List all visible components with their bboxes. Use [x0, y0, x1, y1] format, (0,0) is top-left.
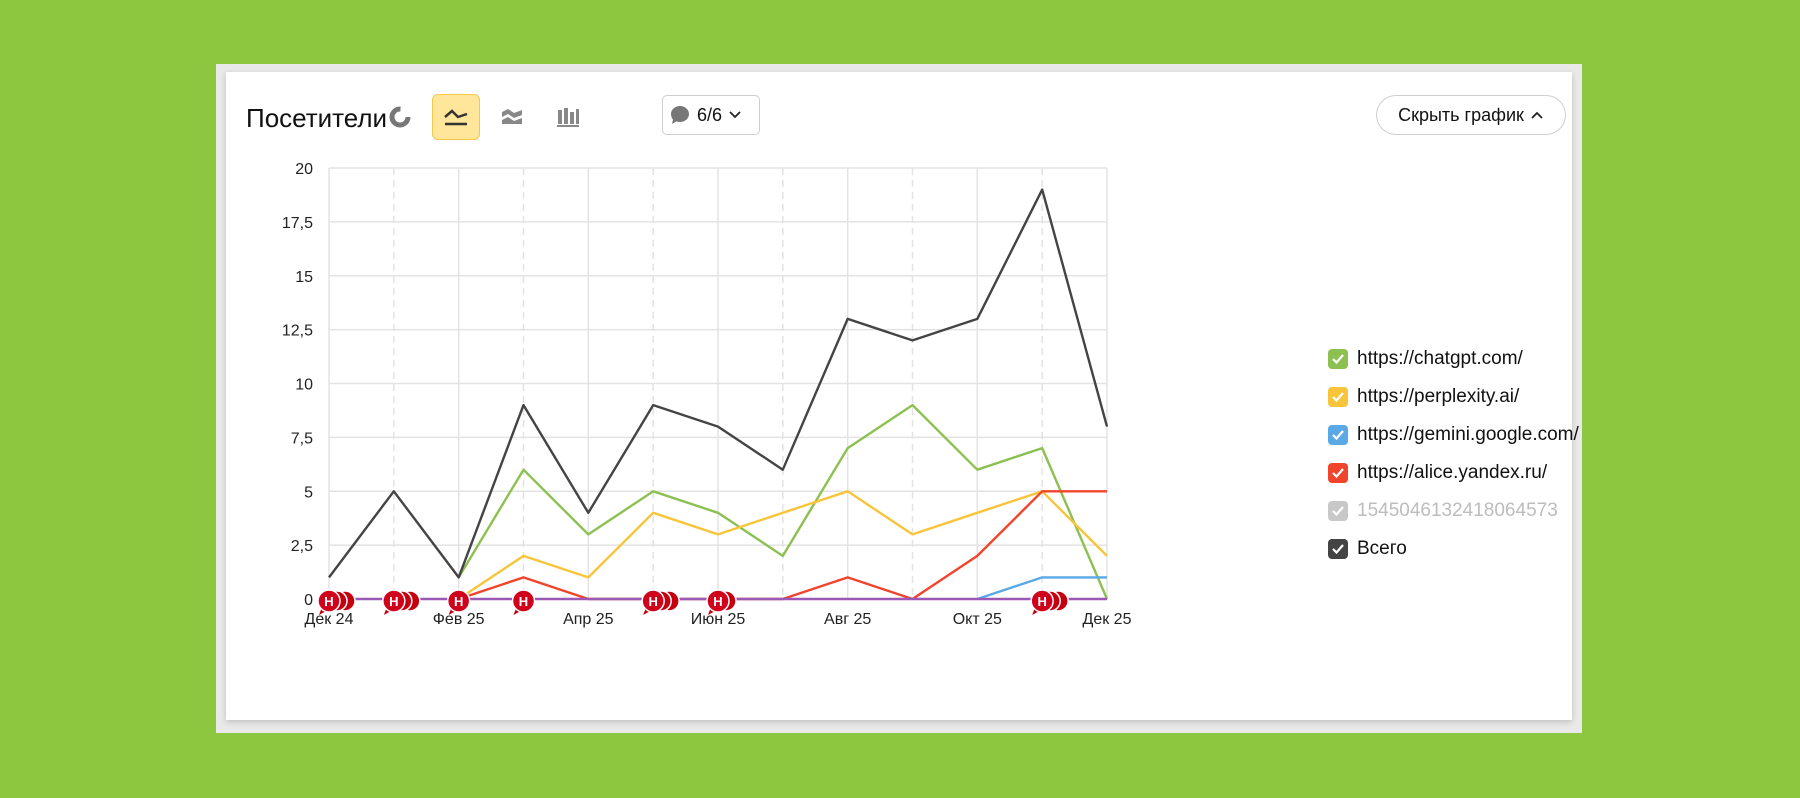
line-chart-button[interactable] [432, 94, 480, 140]
hide-chart-button[interactable]: Скрыть график [1376, 95, 1566, 135]
x-tick-label: Дек 25 [1083, 611, 1132, 628]
annotation-marker [382, 589, 406, 613]
bar-chart-icon [557, 108, 579, 127]
area-chart-icon [502, 109, 522, 124]
hide-chart-label: Скрыть график [1398, 104, 1524, 125]
annotation-marker-label: Н [324, 594, 333, 609]
visitors-line-chart: 0 2,5 5 7,5 10 12,5 15 17,5 20 Дек 24 Фев 25 Апр 25… [282, 161, 1132, 628]
x-tick-label: Дек 24 [305, 611, 354, 628]
legend-item[interactable]: https://chatgpt.com/ [1328, 340, 1579, 378]
legend-label: Всего [1357, 538, 1407, 559]
series-line [458, 490, 1108, 600]
line-chart-icon [444, 109, 468, 126]
annotation-marker [641, 589, 665, 613]
checkbox-check-icon[interactable] [1328, 387, 1348, 407]
pie-chart-icon [389, 106, 411, 128]
checkbox-check-icon[interactable] [1328, 501, 1348, 521]
annotation-marker [446, 589, 471, 613]
x-tick-label: Окт 25 [953, 611, 1002, 628]
chart-legend: https://chatgpt.com/https://perplexity.a… [1328, 340, 1579, 568]
page-title: Посетители [246, 103, 388, 133]
comments-dropdown[interactable]: 6/6 [662, 95, 760, 135]
y-tick-label: 7,5 [291, 430, 313, 447]
legend-item[interactable]: Всего [1328, 530, 1579, 568]
series-line [328, 188, 1109, 579]
x-tick-label: Фев 25 [433, 611, 485, 628]
x-tick-label: Авг 25 [824, 611, 871, 628]
x-tick-label: Июн 25 [691, 611, 746, 628]
series-line [976, 576, 1107, 601]
comment-icon [671, 106, 689, 124]
checkbox-check-icon[interactable] [1328, 539, 1348, 559]
y-tick-label: 15 [295, 269, 313, 286]
annotation-marker-label: Н [1037, 594, 1046, 609]
y-tick-label: 0 [304, 592, 313, 609]
series-line [457, 403, 1109, 600]
legend-label: https://gemini.google.com/ [1357, 424, 1579, 445]
pie-chart-button[interactable] [376, 94, 424, 140]
legend-item[interactable]: https://perplexity.ai/ [1328, 378, 1579, 416]
y-tick-label: 17,5 [282, 215, 313, 232]
legend-label: https://chatgpt.com/ [1357, 348, 1523, 369]
y-tick-label: 12,5 [282, 323, 313, 340]
y-tick-label: 5 [304, 484, 313, 501]
annotation-marker [706, 589, 730, 613]
annotation-marker-label: Н [454, 594, 463, 609]
legend-item[interactable]: https://gemini.google.com/ [1328, 416, 1579, 454]
annotation-marker-label: Н [389, 594, 398, 609]
comments-count: 6/6 [697, 104, 723, 125]
annotation-marker [1030, 589, 1054, 613]
y-tick-label: 2,5 [291, 538, 313, 555]
legend-label: https://alice.yandex.ru/ [1357, 462, 1548, 483]
area-chart-button[interactable] [488, 94, 536, 140]
y-tick-label: 20 [295, 161, 313, 178]
checkbox-check-icon[interactable] [1328, 349, 1348, 369]
annotation-marker-label: Н [519, 594, 528, 609]
annotation-marker-label: Н [648, 594, 657, 609]
checkbox-check-icon[interactable] [1328, 463, 1348, 483]
legend-label: 1545046132418064573 [1357, 500, 1558, 521]
legend-item[interactable]: https://alice.yandex.ru/ [1328, 454, 1579, 492]
y-tick-label: 10 [295, 377, 313, 394]
chevron-down-icon [729, 111, 741, 119]
annotation-marker [511, 589, 536, 613]
annotation-marker [317, 589, 341, 613]
bar-chart-button[interactable] [544, 94, 592, 140]
visitors-widget: Посетители [226, 72, 1579, 720]
legend-label: https://perplexity.ai/ [1357, 386, 1520, 407]
screenshot-panel: Посетители [216, 64, 1582, 733]
checkbox-check-icon[interactable] [1328, 425, 1348, 445]
chevron-up-icon [1531, 111, 1543, 119]
x-tick-label: Апр 25 [563, 611, 614, 628]
annotation-marker-label: Н [713, 594, 722, 609]
legend-item[interactable]: 1545046132418064573 [1328, 492, 1579, 530]
